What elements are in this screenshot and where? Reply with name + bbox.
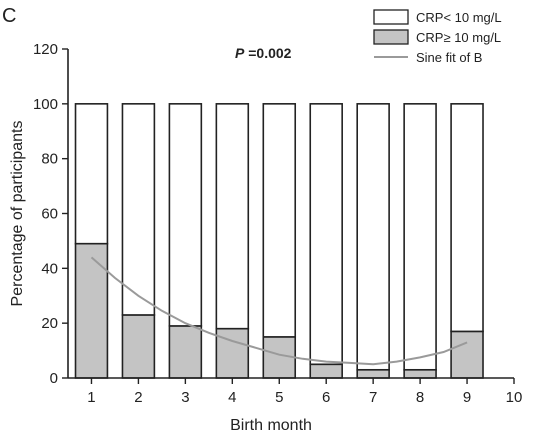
bar-segment-month-1-crp-high: [74, 242, 109, 379]
x-tick-label: 5: [275, 389, 283, 406]
x-tick-label: 8: [416, 389, 424, 406]
x-axis-title: Birth month: [230, 417, 312, 434]
legend-label: Sine fit of B: [416, 50, 482, 65]
x-tick-label: 2: [134, 389, 142, 406]
y-tick-label: 40: [41, 260, 58, 277]
bars-layer: [74, 103, 484, 379]
legend-swatch: [373, 9, 409, 25]
bar-segment-month-6-crp-high: [309, 363, 343, 379]
bar-segment-month-2-crp-low: [121, 103, 156, 316]
panel-label: C: [2, 5, 16, 27]
bar-segment-month-2-crp-high: [121, 314, 156, 379]
y-tick-label: 60: [41, 206, 58, 223]
y-tick-label: 100: [33, 96, 58, 113]
p-value: =0.002: [244, 45, 291, 61]
bar-segment-month-3-crp-low: [168, 103, 203, 327]
bar-segment-month-7-crp-low: [356, 103, 390, 371]
x-tick-label: 7: [369, 389, 377, 406]
fit-line-layer: [90, 256, 468, 366]
bar-segment-month-3-crp-high: [168, 325, 203, 379]
bar-segment-month-8-crp-high: [403, 368, 437, 379]
bar-segment-month-1-crp-low: [74, 103, 109, 245]
bar-segment-month-7-crp-high: [356, 368, 390, 379]
p-value-annotation: P =0.002: [235, 45, 292, 61]
legend-label: CRP< 10 mg/L: [416, 10, 502, 25]
legend-label: CRP≥ 10 mg/L: [416, 30, 501, 45]
bar-segment-month-4-crp-low: [215, 103, 250, 330]
x-tick-label: 1: [87, 389, 95, 406]
bar-segment-month-9-crp-low: [450, 103, 484, 333]
x-tick-label: 4: [228, 389, 236, 406]
bar-segment-month-6-crp-low: [309, 103, 343, 366]
x-tick-label: 9: [463, 389, 471, 406]
bar-segment-month-5-crp-low: [262, 103, 297, 338]
legend: CRP< 10 mg/L CRP≥ 10 mg/L Sine fit of B: [373, 9, 502, 65]
x-tick-label: 10: [506, 389, 523, 406]
p-symbol: P: [235, 45, 245, 61]
bar-segment-month-8-crp-low: [403, 103, 437, 371]
y-tick-label: 20: [41, 315, 58, 332]
sine-fit-line: [90, 256, 468, 366]
bar-segment-month-9-crp-high: [450, 330, 484, 379]
x-tick-label: 3: [181, 389, 189, 406]
axes-layer: 0 20 40 60 80 100 120 1 2 3 4 5 6 7 8 9 10 Birth month Per…: [9, 41, 522, 434]
legend-swatch: [373, 29, 409, 45]
y-tick-label: 120: [33, 41, 58, 58]
y-axis-title: Percentage of participants: [9, 121, 26, 307]
y-tick-label: 0: [50, 370, 58, 387]
y-tick-label: 80: [41, 151, 58, 168]
x-tick-label: 6: [322, 389, 330, 406]
